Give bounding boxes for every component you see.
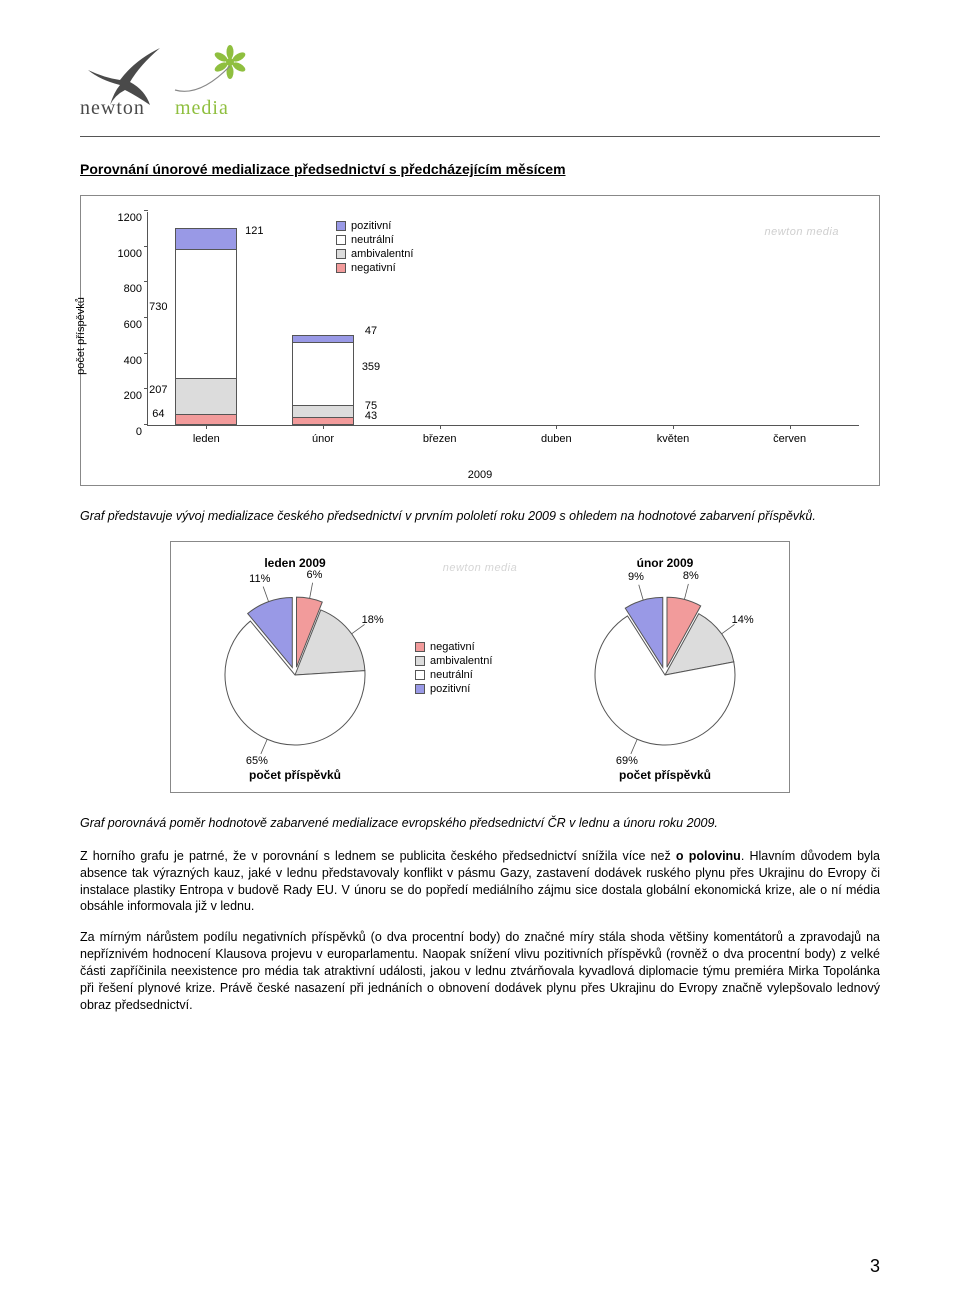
bar-value-label: 75 bbox=[351, 400, 391, 412]
x-tick-label: květen bbox=[657, 433, 689, 445]
pie-leden-caption: počet příspěvků bbox=[185, 768, 405, 782]
legend-item: negativní bbox=[336, 262, 413, 274]
header-divider bbox=[80, 136, 880, 137]
y-tick-label: 1000 bbox=[108, 248, 142, 260]
paragraph-3: Z horního grafu je patrné, že v porovnán… bbox=[80, 848, 880, 916]
page-number: 3 bbox=[870, 1256, 880, 1277]
x-tick-label: duben bbox=[541, 433, 572, 445]
legend-item: negativní bbox=[415, 641, 545, 653]
y-tick-label: 0 bbox=[108, 426, 142, 438]
bar-segment-neutralni bbox=[175, 249, 237, 379]
bar-segment-pozitivni bbox=[175, 228, 237, 250]
pie-slice-label: 18% bbox=[362, 614, 384, 626]
pie-svg bbox=[205, 580, 385, 760]
bar-segment-negativni bbox=[175, 414, 237, 425]
pie-slice-label: 11% bbox=[249, 573, 270, 585]
chart-watermark: newton media bbox=[765, 226, 840, 238]
pie-slice-label: 8% bbox=[683, 570, 699, 582]
y-tick-label: 800 bbox=[108, 283, 142, 295]
pie-unor: únor 2009 9% 8% 14% 69% počet příspěvků bbox=[555, 556, 775, 782]
y-axis-label: počet příspěvků bbox=[75, 297, 87, 375]
bar-value-label: 64 bbox=[138, 408, 178, 420]
y-tick-label: 1200 bbox=[108, 212, 142, 224]
legend-item: pozitivní bbox=[415, 683, 545, 695]
bar-value-label: 121 bbox=[234, 225, 274, 237]
paragraph-3a: Z horního grafu je patrné, že v porovnán… bbox=[80, 849, 676, 863]
paragraph-1: Graf představuje vývoj medializace české… bbox=[80, 508, 880, 525]
y-tick-label: 200 bbox=[108, 390, 142, 402]
legend-item: neutrální bbox=[336, 234, 413, 246]
bar-value-label: 47 bbox=[351, 325, 391, 337]
pie-slice-label: 65% bbox=[246, 755, 268, 767]
pie-charts: newton media leden 2009 11%6%18%65% poče… bbox=[170, 541, 790, 793]
x-tick-label: leden bbox=[193, 433, 220, 445]
legend-item: pozitivní bbox=[336, 220, 413, 232]
paragraph-4: Za mírným nárůstem podílu negativních př… bbox=[80, 929, 880, 1013]
plot-area: 020040060080010001200ledenúnorbřezendube… bbox=[147, 212, 859, 426]
bar-column bbox=[175, 229, 237, 425]
bar-value-label: 207 bbox=[138, 384, 178, 396]
bar-legend: pozitivní neutrální ambivalentní negativní bbox=[336, 220, 413, 276]
bar-chart: počet příspěvků 020040060080010001200led… bbox=[80, 195, 880, 486]
pie-leden-title: leden 2009 bbox=[185, 556, 405, 570]
pie-svg bbox=[575, 580, 755, 760]
pie-slice-label: 69% bbox=[616, 755, 638, 767]
legend-item: ambivalentní bbox=[336, 248, 413, 260]
paragraph-3-bold: o polovinu bbox=[676, 849, 741, 863]
paragraph-2: Graf porovnává poměr hodnotově zabarvené… bbox=[80, 815, 880, 832]
svg-text:newton: newton bbox=[80, 97, 145, 119]
pie-unor-title: únor 2009 bbox=[555, 556, 775, 570]
newton-media-logo: newton media bbox=[80, 40, 290, 120]
svg-text:media: media bbox=[175, 97, 229, 119]
x-tick-label: březen bbox=[423, 433, 457, 445]
bar-segment-ambivalentni bbox=[175, 378, 237, 415]
logo: newton media bbox=[80, 40, 880, 130]
bar-segment-negativni bbox=[292, 417, 354, 425]
pie-leden: leden 2009 11% 6% 18% 65% počet příspěvků bbox=[185, 556, 405, 782]
bar-segment-ambivalentni bbox=[292, 405, 354, 418]
y-tick-label: 600 bbox=[108, 319, 142, 331]
legend-item: neutrální bbox=[415, 669, 545, 681]
section-title: Porovnání únorové medializace předsednic… bbox=[80, 161, 880, 177]
bar-value-label: 359 bbox=[351, 361, 391, 373]
x-tick-label: únor bbox=[312, 433, 334, 445]
pie-slice-label: 9% bbox=[628, 571, 644, 583]
x-year-label: 2009 bbox=[91, 469, 869, 481]
legend-item: ambivalentní bbox=[415, 655, 545, 667]
bar-value-label: 43 bbox=[351, 410, 391, 422]
x-tick-label: červen bbox=[773, 433, 806, 445]
y-tick-label: 400 bbox=[108, 355, 142, 367]
bar-segment-neutralni bbox=[292, 342, 354, 406]
bar-value-label: 730 bbox=[138, 301, 178, 313]
pie-slice-label: 14% bbox=[732, 614, 754, 626]
pie-unor-caption: počet příspěvků bbox=[555, 768, 775, 782]
pie-legend: negativní ambivalentní neutrální pozitivní bbox=[415, 641, 545, 697]
pie-slice-label: 6% bbox=[307, 569, 323, 581]
bar-column bbox=[292, 336, 354, 425]
